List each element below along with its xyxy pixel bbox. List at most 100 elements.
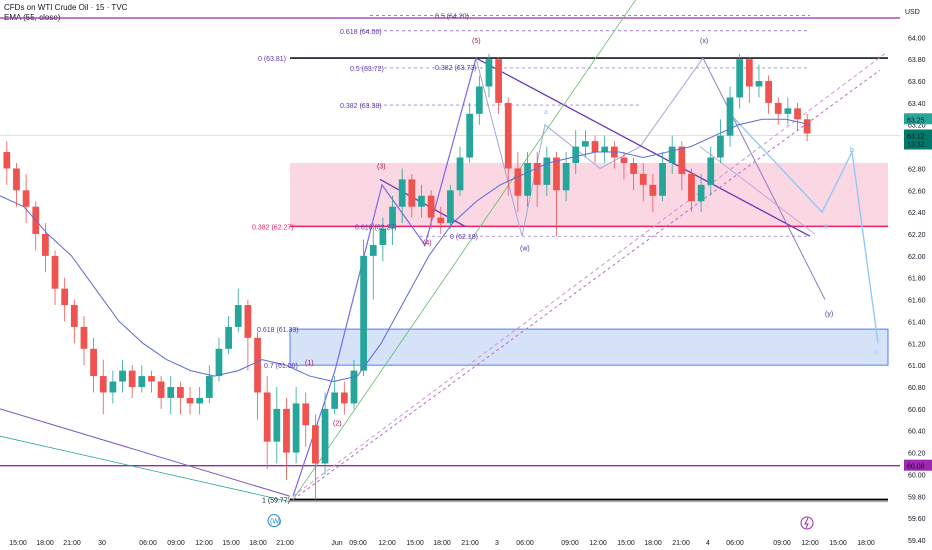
candle-body [591,141,599,153]
wave-label: c [874,349,878,356]
y-tick-label: 60.20 [908,451,926,458]
candle-body [447,190,454,224]
chart-title: CFDs on WTI Crude Oil · 15 · TVC [4,3,128,12]
x-tick-label: 18:00 [857,540,875,547]
candle-body [254,337,261,393]
candle-body [225,326,232,349]
candle-body [495,59,502,103]
candle-body [70,305,78,327]
candle-body [196,397,204,404]
y-tick-label: 62.40 [908,210,926,217]
wave-label: (x) [700,38,708,45]
x-tick-label: 30 [98,540,106,547]
x-tick-label: 12:00 [801,540,819,547]
x-tick-label: 09:00 [773,540,791,547]
candle-body [717,135,724,158]
wave-label: b [850,147,854,154]
y-axis-unit: USD [905,9,920,16]
x-tick-label: 09:00 [167,540,185,547]
wave-label: (2) [333,420,342,427]
wave-label: (3) [377,163,386,170]
dashed-channel-upper [292,53,886,497]
fib-label: 0.618 (64.06) [340,29,382,36]
candle-body [167,387,175,398]
blue-zone [289,328,889,366]
y-tick-label: 60.00 [908,472,926,479]
candle-body [369,244,377,256]
fib-label: 0.618 (62.27) [355,224,397,231]
candle-body [379,228,387,245]
x-tick-label: 09:00 [349,540,367,547]
x-tick-label: Jun [331,540,342,547]
candle-body [774,102,782,114]
candle-body [205,376,213,398]
candle-body [283,408,290,453]
x-tick-label: 15:00 [9,540,27,547]
candle-body [514,168,522,196]
candle-body [148,376,155,382]
candle-body [485,59,493,87]
candle-body [736,59,744,98]
x-tick-label: 12:00 [378,540,396,547]
candle-body [803,119,811,134]
candle-body [572,146,580,163]
y-tick-label: 62.20 [908,232,926,239]
ema-line [0,118,811,383]
x-tick-label: 12:00 [589,540,607,547]
lightning-icon [800,516,814,530]
y-tick-label: 59.80 [908,494,926,501]
fib-label: 0.5 (63.72) [350,66,384,73]
candle-body [3,152,11,169]
candle-body [80,326,88,349]
candle-body [649,184,657,196]
x-tick-label: 12:00 [195,540,213,547]
y-tick-label: 60.40 [908,429,926,436]
projection-a [699,146,816,235]
candle-body [475,86,483,114]
candle-body [582,141,589,147]
candle-body [620,157,628,163]
candle-body [784,108,792,114]
candle-body [109,381,117,393]
x-tick-label: 21:00 [672,540,690,547]
candle-body [533,162,541,185]
x-tick-label: 21:00 [276,540,294,547]
fib-label: 0.382 (62.27) [252,224,294,231]
candle-body [755,81,763,87]
x-tick-label: 15:00 [617,540,635,547]
candle-body [389,206,396,229]
candle-body [292,403,300,453]
candle-body [553,157,560,191]
candle-body [688,173,695,202]
candle-body [312,425,319,464]
current-price-value: 63.12 [907,133,925,140]
candle-body [61,288,69,306]
y-tick-label: 62.00 [908,254,926,261]
last-price-value: 63.25 [907,117,925,124]
y-tick-label: 59.60 [908,516,926,523]
x-tick-label: 18:00 [644,540,662,547]
candle-body [630,162,637,174]
left-green-ray [0,435,291,503]
candle-body [177,387,184,398]
candle-body [360,255,367,371]
candle-body [13,168,20,191]
x-tick-label: 15:00 [406,540,424,547]
x-tick-label: 15:00 [222,540,240,547]
y-tick-label: 61.20 [908,341,926,348]
candle-body [350,370,358,404]
candle-body [659,162,666,196]
wave-w-circle [267,514,281,528]
candle-body [794,108,801,120]
y-tick-label: 60.80 [908,385,926,392]
candle-body [543,157,551,185]
lightning-icon [804,517,809,529]
candle-body [639,173,647,185]
left-purple-ray [0,408,291,497]
candle-body [51,255,59,289]
wave-label: (y) [825,311,833,318]
candle-body [263,392,271,442]
x-tick-label: 18:00 [433,540,451,547]
y-tick-label: 63.60 [908,79,926,86]
